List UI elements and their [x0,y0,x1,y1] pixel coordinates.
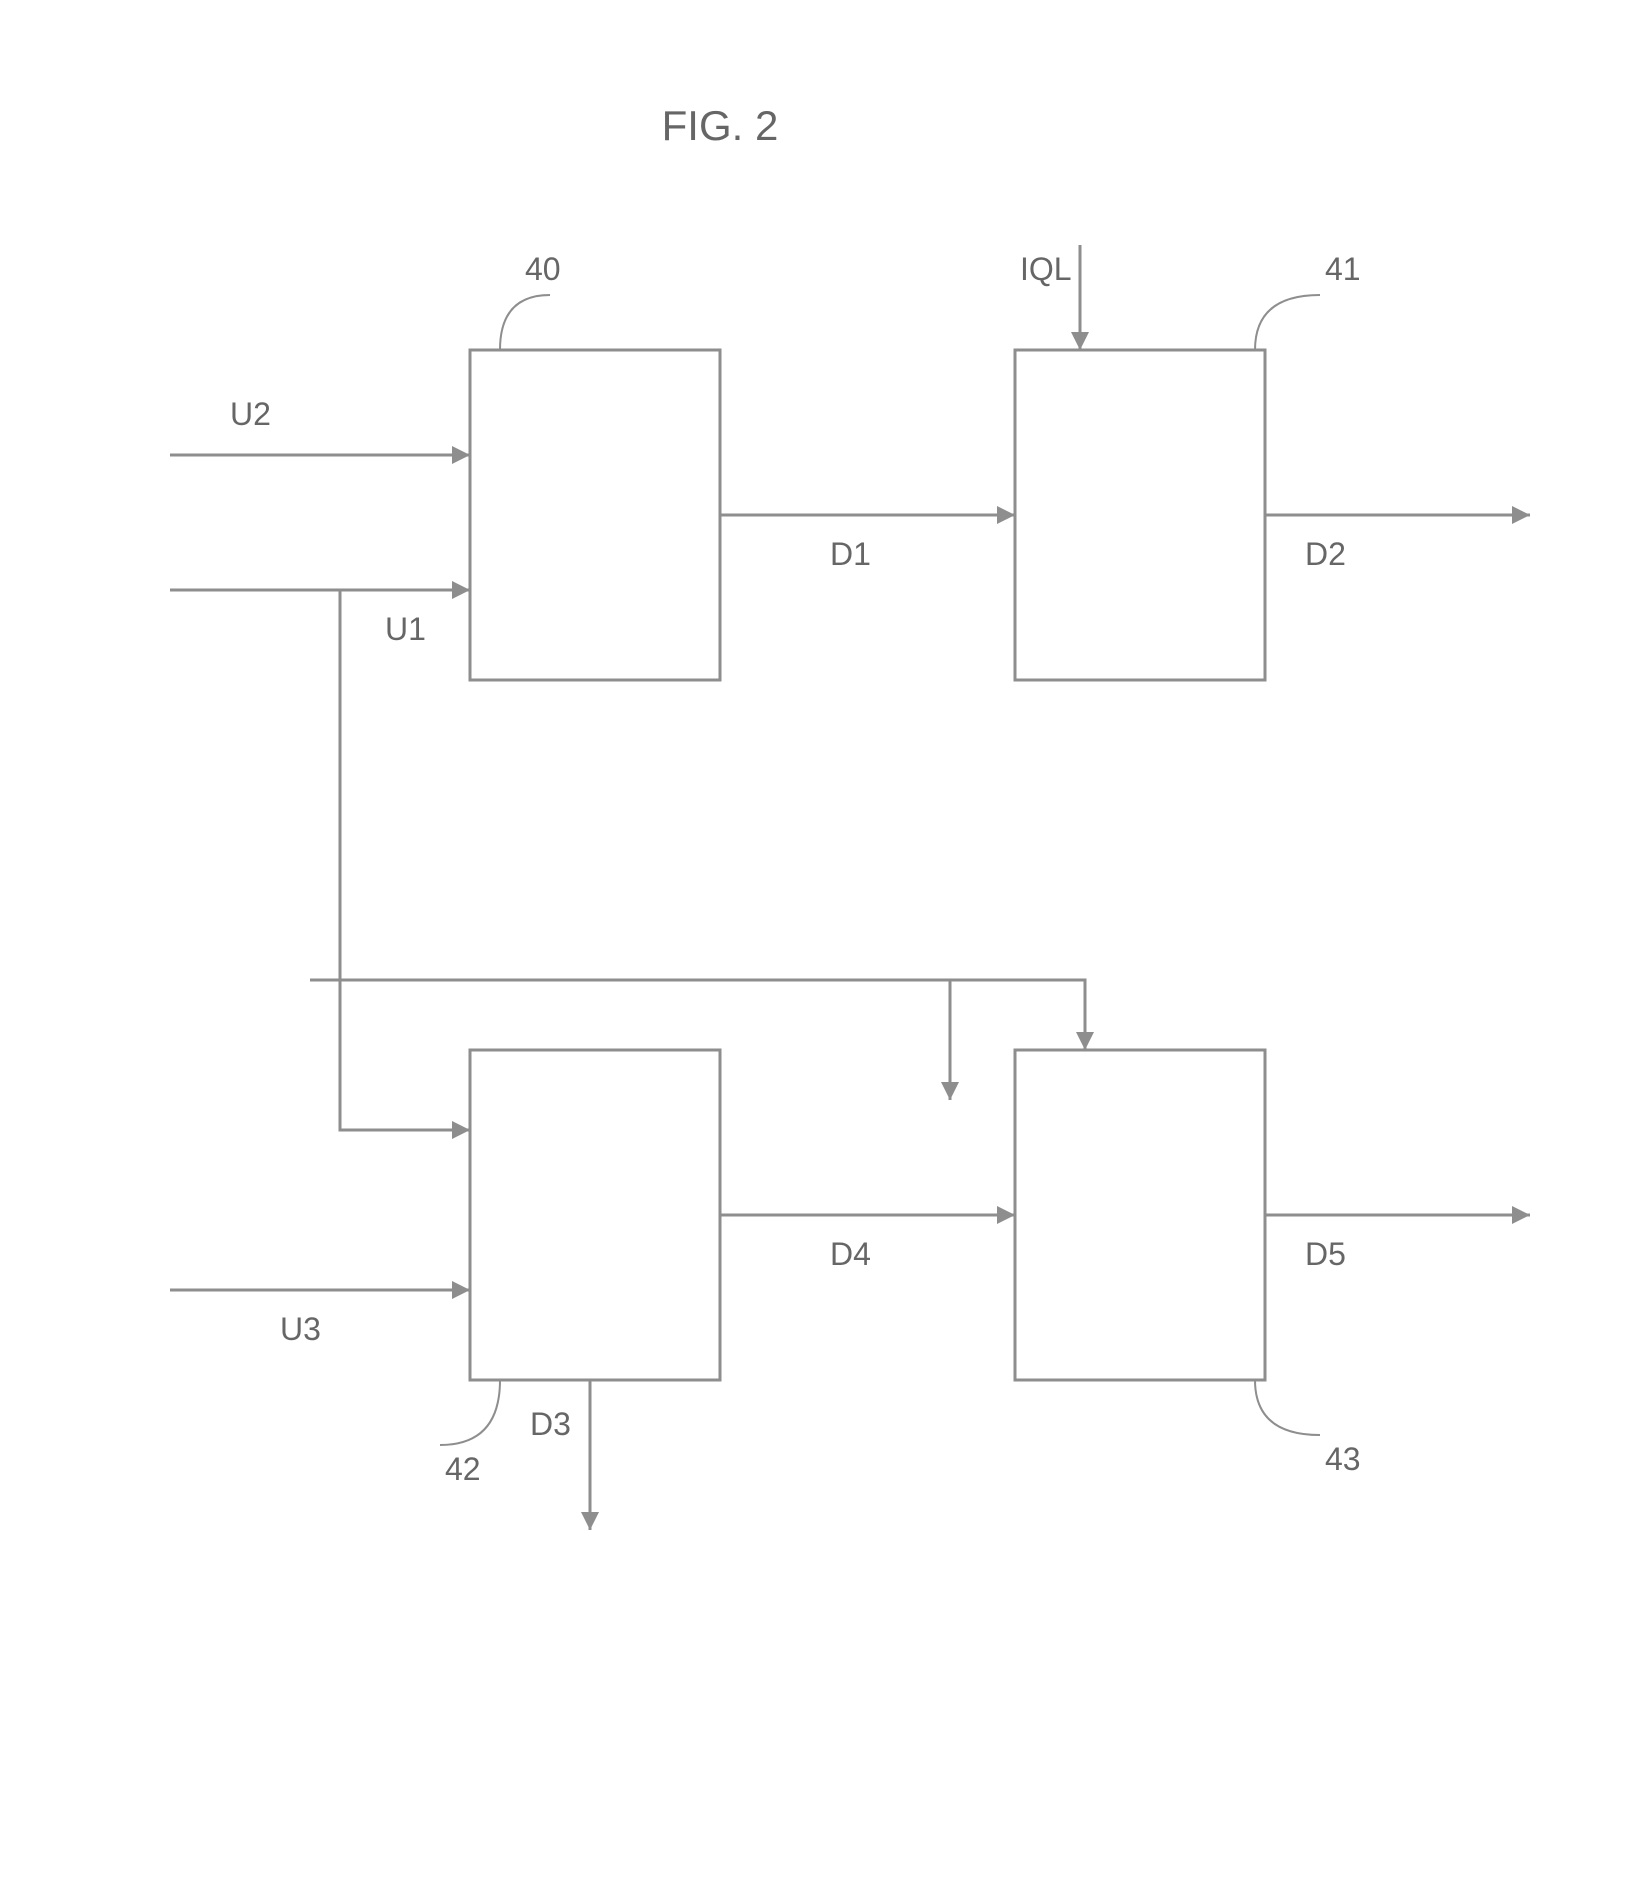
edge-branch-to-43 [340,980,1085,1050]
edge [310,980,950,1100]
edge-label-U1: U1 [385,611,426,647]
arrowhead [581,1512,599,1530]
edge-label-D2: D2 [1305,536,1346,572]
arrowhead [1071,332,1089,350]
arrowhead [452,446,470,464]
arrowhead [452,1121,470,1139]
arrowhead [1512,1206,1530,1224]
ref-leader-42 [440,1380,500,1445]
ref-leader-41 [1255,295,1320,350]
edge-label-U3: U3 [280,1311,321,1347]
block-41 [1015,350,1265,680]
figure-canvas: FIG. 2 40 41 42 43 U2 U1 D1 IQL D2 U3 D3 D4 D5 [0,0,1637,1890]
ref-label-43: 43 [1325,1441,1361,1477]
arrowhead [941,1082,959,1100]
edge-label-D4: D4 [830,1236,871,1272]
arrowhead [452,1281,470,1299]
edge-label-U2: U2 [230,396,271,432]
edge-label-D5: D5 [1305,1236,1346,1272]
ref-label-42: 42 [445,1451,481,1487]
ref-leader-40 [500,295,550,350]
arrowhead [997,506,1015,524]
block-40 [470,350,720,680]
arrowhead [1076,1032,1094,1050]
arrowhead [452,581,470,599]
block-42 [470,1050,720,1380]
ref-label-41: 41 [1325,251,1361,287]
arrowhead [997,1206,1015,1224]
edge-label-D1: D1 [830,536,871,572]
edge-label-D3: D3 [530,1406,571,1442]
block-43 [1015,1050,1265,1380]
edge [340,590,470,1130]
edge-label-IQL: IQL [1020,251,1072,287]
ref-leader-43 [1255,1380,1320,1435]
figure-title: FIG. 2 [662,102,779,149]
arrowhead [1512,506,1530,524]
ref-label-40: 40 [525,251,561,287]
